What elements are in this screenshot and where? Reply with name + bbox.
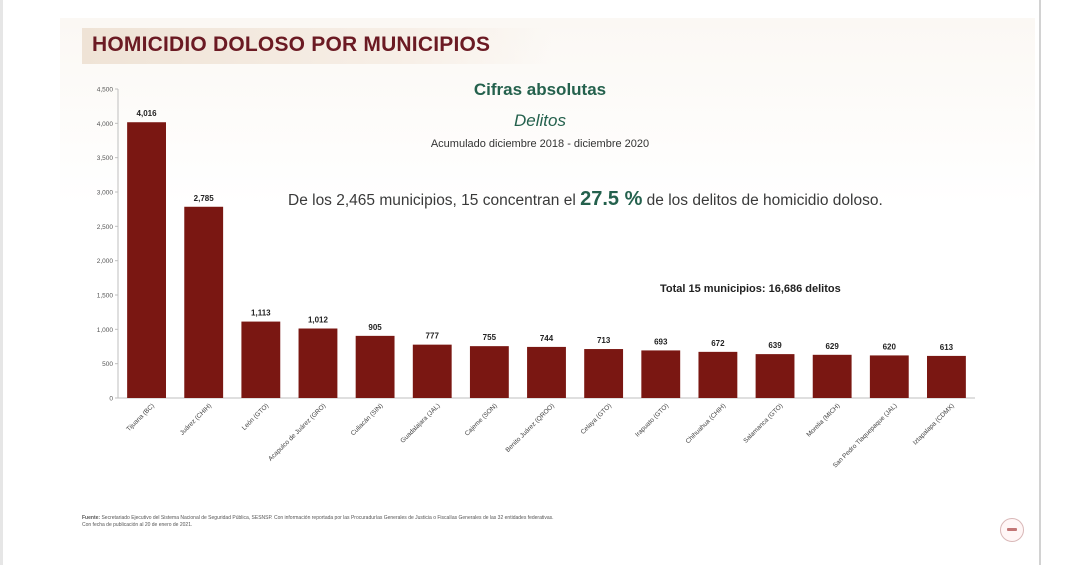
x-tick-label: Guadalajara (JAL): [399, 402, 441, 444]
bar-value-label: 777: [426, 332, 440, 341]
bar-value-label: 620: [883, 342, 897, 351]
x-tick-label: Celaya (GTO): [580, 402, 613, 435]
bar-value-label: 672: [711, 339, 725, 348]
key-statement: De los 2,465 municipios, 15 concentran e…: [288, 188, 888, 212]
x-tick-label: Morelia (MICH): [805, 402, 841, 438]
bar: [412, 344, 452, 398]
bar: [584, 349, 624, 398]
y-tick-label: 4,000: [97, 121, 114, 128]
y-tick-label: 1,000: [97, 327, 114, 334]
bar: [241, 321, 281, 398]
y-tick-label: 2,000: [97, 258, 114, 265]
y-tick-label: 4,500: [97, 87, 114, 94]
bar: [469, 346, 509, 398]
statement-percentage: 27.5 %: [580, 188, 643, 210]
y-tick-label: 3,500: [97, 155, 114, 162]
bar: [869, 355, 909, 398]
bar-value-label: 613: [940, 343, 954, 352]
chart-unit: Delitos: [514, 111, 566, 130]
source-note: Fuente: Secretariado Ejecutivo del Siste…: [82, 515, 922, 529]
bar-value-label: 1,113: [251, 309, 271, 318]
bar-value-label: 755: [483, 333, 497, 342]
x-tick-label: Acapulco de Juárez (GRO): [267, 402, 327, 462]
x-tick-label: Salamanca (GTO): [742, 402, 784, 444]
x-tick-label: Juárez (CHIH): [179, 402, 213, 436]
bar-value-label: 629: [825, 342, 839, 351]
total-label: Total 15 municipios: 16,686 delitos: [660, 283, 841, 295]
source-label: Fuente:: [82, 515, 101, 521]
x-tick-label: Benito Juárez (QROO): [504, 402, 555, 453]
y-tick-label: 0: [109, 396, 113, 403]
bar: [927, 355, 966, 398]
y-tick-label: 2,500: [97, 224, 114, 231]
bar: [698, 351, 738, 398]
bar: [184, 206, 224, 398]
bar: [755, 354, 795, 398]
bar-value-label: 744: [540, 334, 554, 343]
bar: [127, 122, 166, 398]
bar-value-label: 693: [654, 337, 668, 346]
x-tick-label: Iztapalapa (CDMX): [912, 402, 956, 446]
x-tick-label: Cajeme (SON): [464, 402, 499, 437]
bar: [527, 346, 566, 398]
statement-text-end: de los delitos de homicidio doloso.: [642, 192, 883, 209]
x-tick-label: San Pedro Tlaquepaque (JAL): [832, 402, 899, 469]
x-tick-label: León (GTO): [241, 402, 270, 431]
statement-text-start: De los 2,465 municipios, 15 concentran e…: [288, 192, 581, 209]
chart-subtitle: Cifras absolutas: [473, 80, 607, 99]
y-tick-label: 1,500: [97, 293, 114, 300]
bar: [355, 335, 395, 398]
x-tick-label: Irapuato (GTO): [634, 402, 670, 438]
x-tick-label: Culiacán (SIN): [350, 402, 385, 437]
bar-value-label: 2,785: [194, 194, 215, 203]
bar: [298, 328, 338, 398]
source-text: Secretariado Ejecutivo del Sistema Nacio…: [101, 515, 554, 521]
x-tick-label: Chihuahua (CHIH): [685, 402, 728, 445]
page-title: HOMICIDIO DOLOSO POR MUNICIPIOS: [92, 33, 491, 56]
title-band: [82, 28, 552, 64]
y-tick-label: 3,000: [97, 190, 114, 197]
bar-value-label: 713: [597, 336, 611, 345]
y-tick-label: 500: [102, 361, 113, 368]
x-tick-label: Tijuana (BC): [125, 402, 156, 433]
bar-value-label: 905: [368, 323, 382, 332]
window-frame-right: [1039, 0, 1041, 565]
window-frame-left: [0, 0, 3, 565]
bar-value-label: 4,016: [137, 109, 158, 118]
bar: [812, 354, 852, 398]
bar: [641, 350, 681, 398]
bar-value-label: 1,012: [308, 316, 329, 325]
government-logo: [1000, 518, 1024, 542]
chart-period: Acumulado diciembre 2018 - diciembre 202…: [430, 138, 650, 150]
bar-value-label: 639: [768, 341, 782, 350]
source-date: Con fecha de publicación al 20 de enero …: [82, 522, 193, 528]
